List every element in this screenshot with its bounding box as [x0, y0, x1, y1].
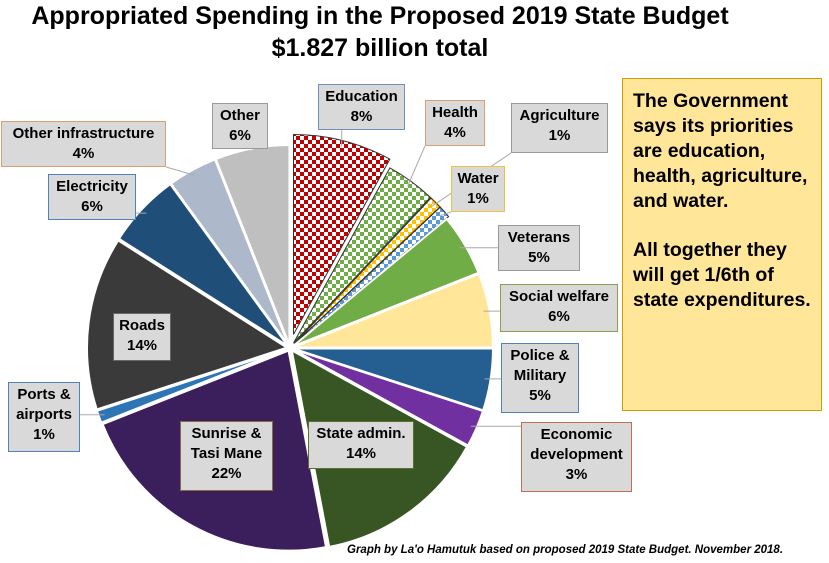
pie-slice-health — [293, 167, 432, 344]
leader-line — [439, 211, 452, 217]
data-label-name: Roads — [119, 317, 165, 334]
data-label: Water 1% — [451, 166, 505, 212]
pie-slice-social-welfare — [292, 272, 494, 349]
data-label: Electricity 6% — [48, 174, 136, 220]
data-label-value: 6% — [81, 198, 103, 215]
data-label: Health 4% — [425, 100, 485, 146]
data-label-value: 8% — [350, 108, 373, 125]
data-label: Social welfare 6% — [500, 284, 618, 332]
data-label: Economic development 3% — [521, 422, 632, 492]
pie-slice-roads — [86, 239, 290, 411]
pie-slice-water — [294, 206, 450, 345]
chart-subtitle: $1.827 billion total — [271, 34, 489, 62]
data-label: Education 8% — [318, 84, 405, 130]
data-label: Sunrise & Tasi Mane 22% — [180, 421, 273, 491]
data-label-name: Ports & airports — [16, 386, 72, 423]
data-label-value: 6% — [548, 308, 570, 325]
data-label-name: Electricity — [56, 178, 128, 195]
note-box: The Government says its priorities are e… — [622, 78, 822, 411]
data-label: Police & Military 5% — [501, 343, 579, 413]
data-label: Other infrastructure 4% — [1, 121, 166, 167]
pie-slice-electricity — [117, 182, 289, 347]
data-label-name: Water — [457, 170, 499, 187]
leader-line — [407, 145, 426, 187]
data-label-value: 1% — [33, 426, 55, 443]
pie-slice-economic-development — [292, 348, 485, 447]
pie-slice-ports-airports — [95, 348, 288, 424]
data-label-value: 5% — [529, 387, 551, 404]
data-label-name: Other infrastructure — [12, 125, 155, 142]
data-label-name: Agriculture — [519, 107, 600, 124]
data-label-value: 22% — [211, 465, 242, 482]
data-label: State admin. 14% — [308, 421, 414, 469]
data-label-name: Veterans — [507, 229, 571, 246]
data-label-name: Economic development — [530, 426, 623, 463]
data-label-name: Education — [325, 88, 398, 105]
data-label-value: 4% — [444, 124, 466, 141]
note-paragraph-1: The Government says its priorities are e… — [633, 90, 808, 212]
data-label-value: 14% — [126, 337, 158, 354]
pie-slice-veterans — [291, 217, 480, 348]
data-label-value: 1% — [467, 190, 489, 207]
data-label-value: 14% — [345, 445, 377, 462]
data-label-value: 1% — [548, 127, 571, 144]
data-label-value: 5% — [528, 249, 550, 266]
data-label-name: Social welfare — [508, 288, 610, 305]
data-label: Roads 14% — [113, 313, 171, 361]
note-paragraph-2: All together they will get 1/6th of stat… — [633, 239, 811, 311]
data-label-name: Other — [219, 107, 260, 124]
pie-slice-education — [292, 133, 391, 335]
data-label: Ports & airports 1% — [8, 382, 80, 452]
data-label: Agriculture 1% — [511, 103, 608, 153]
data-label-value: 3% — [565, 466, 588, 483]
chart-title: Appropriated Spending in the Proposed 20… — [31, 2, 729, 30]
data-label-value: 6% — [229, 127, 251, 144]
data-label: Other 6% — [212, 103, 268, 149]
data-label-value: 4% — [72, 145, 95, 162]
data-label-name: Sunrise & Tasi Mane — [190, 425, 263, 462]
data-label-name: Police & Military — [510, 347, 570, 384]
footer-credit: Graph by La'o Hamutuk based on proposed … — [347, 544, 784, 556]
data-label: Veterans 5% — [498, 225, 580, 271]
data-label-name: Health — [432, 104, 478, 121]
data-label-name: State admin. — [316, 425, 406, 442]
leader-line — [165, 166, 196, 176]
